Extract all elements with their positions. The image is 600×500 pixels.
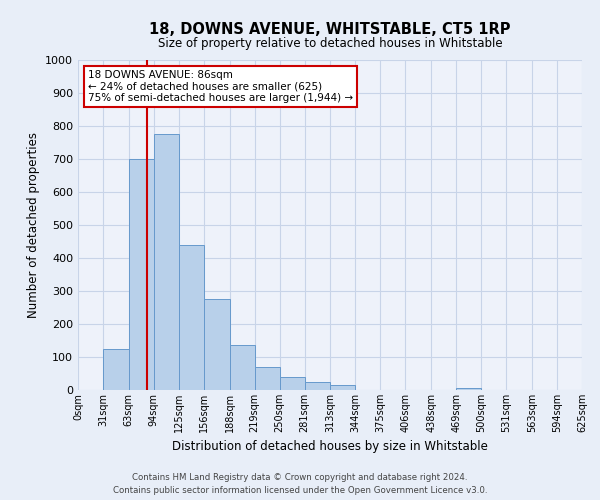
Text: Size of property relative to detached houses in Whitstable: Size of property relative to detached ho… [158, 38, 502, 51]
Bar [331, 385, 355, 390]
Bar [280, 377, 305, 390]
Bar [204, 299, 230, 390]
Bar [456, 388, 481, 390]
Y-axis label: Number of detached properties: Number of detached properties [26, 132, 40, 318]
Bar [103, 349, 129, 390]
X-axis label: Distribution of detached houses by size in Whitstable: Distribution of detached houses by size … [172, 440, 488, 454]
Bar [305, 382, 331, 390]
Bar [179, 245, 204, 390]
Text: 18 DOWNS AVENUE: 86sqm
← 24% of detached houses are smaller (625)
75% of semi-de: 18 DOWNS AVENUE: 86sqm ← 24% of detached… [88, 70, 353, 103]
Bar [129, 159, 154, 390]
Bar [254, 367, 280, 390]
Bar [230, 346, 254, 390]
Bar [154, 134, 179, 390]
Text: Contains HM Land Registry data © Crown copyright and database right 2024.
Contai: Contains HM Land Registry data © Crown c… [113, 474, 487, 495]
Text: 18, DOWNS AVENUE, WHITSTABLE, CT5 1RP: 18, DOWNS AVENUE, WHITSTABLE, CT5 1RP [149, 22, 511, 38]
